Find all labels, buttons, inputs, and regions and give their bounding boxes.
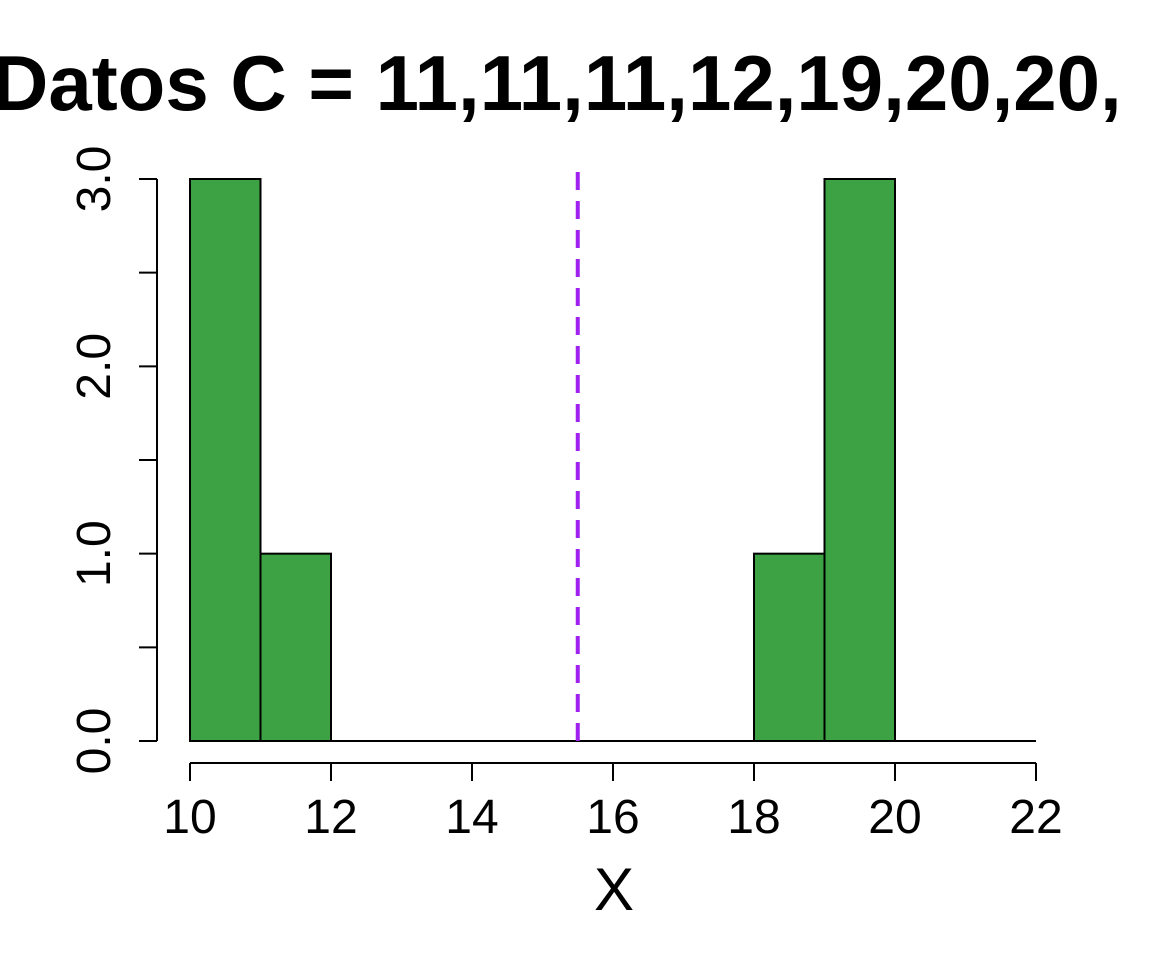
y-tick-label: 3.0 — [68, 146, 121, 213]
chart-title: Datos C = 11,11,11,12,19,20,20, — [0, 39, 1122, 127]
x-tick-label: 12 — [304, 791, 357, 844]
x-tick-label: 10 — [163, 791, 216, 844]
bars-group — [189, 178, 1036, 743]
y-tick-label: 0.0 — [68, 708, 121, 775]
x-axis: 10 12 14 16 18 20 22 — [163, 762, 1063, 844]
x-tick-label: 20 — [868, 791, 921, 844]
y-axis: 0.0 1.0 2.0 3.0 — [68, 146, 158, 775]
histogram-bar — [259, 552, 332, 743]
x-tick-label: 22 — [1009, 791, 1062, 844]
x-tick-label: 18 — [727, 791, 780, 844]
x-tick-label: 16 — [586, 791, 639, 844]
y-tick-label: 1.0 — [68, 520, 121, 587]
histogram-bar — [753, 552, 826, 743]
x-axis-label: X — [594, 856, 634, 923]
x-tick-label: 14 — [445, 791, 498, 844]
histogram-bar — [189, 178, 262, 742]
y-tick-label: 2.0 — [68, 333, 121, 400]
histogram-bar — [823, 178, 896, 742]
